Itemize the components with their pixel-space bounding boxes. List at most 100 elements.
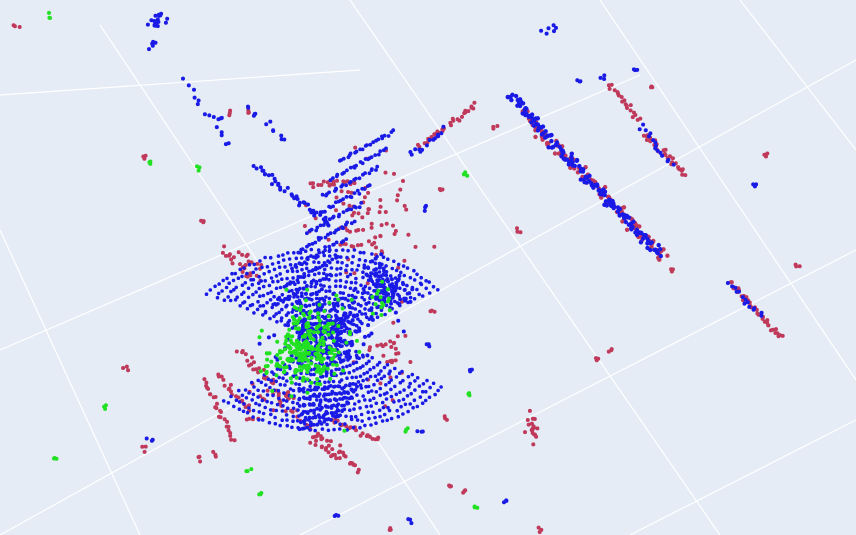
blue-point	[242, 290, 246, 295]
blue-point	[623, 219, 628, 225]
blue-point	[387, 380, 392, 385]
blue-point	[285, 276, 289, 281]
red-point	[393, 229, 398, 233]
red-point	[245, 358, 250, 363]
blue-point	[467, 368, 472, 372]
blue-point	[226, 401, 231, 405]
blue-point	[310, 242, 315, 246]
blue-point	[387, 283, 392, 288]
blue-point	[549, 138, 554, 144]
red-point	[319, 183, 324, 187]
blue-point	[257, 410, 262, 414]
blue-point	[221, 278, 225, 283]
blue-point	[286, 311, 291, 315]
blue-point	[270, 262, 275, 266]
blue-point	[352, 407, 356, 411]
blue-point	[523, 112, 528, 118]
blue-point	[165, 16, 170, 21]
red-point	[222, 417, 227, 422]
blue-point	[518, 99, 524, 104]
red-point	[359, 242, 364, 247]
blue-point	[309, 284, 313, 289]
blue-point	[337, 391, 342, 395]
blue-point	[369, 314, 374, 319]
blue-point	[303, 249, 308, 253]
blue-point	[242, 266, 246, 270]
blue-point	[357, 205, 362, 210]
red-point	[661, 247, 666, 252]
blue-point	[366, 266, 371, 270]
blue-point	[394, 268, 399, 273]
blue-point	[390, 295, 395, 300]
green-point	[289, 380, 294, 385]
red-point	[350, 213, 355, 218]
green-point	[147, 160, 152, 165]
blue-point	[281, 258, 286, 262]
green-point	[316, 330, 321, 335]
red-point	[377, 210, 382, 215]
blue-point	[252, 262, 257, 267]
blue-point	[259, 279, 264, 283]
blue-point	[213, 284, 217, 289]
green-point	[308, 336, 313, 341]
red-point	[536, 525, 541, 530]
blue-point	[641, 122, 646, 127]
blue-point	[372, 396, 376, 401]
blue-point	[284, 413, 289, 417]
blue-point	[323, 302, 327, 306]
blue-point	[354, 281, 358, 285]
blue-point	[155, 24, 160, 29]
blue-point	[327, 190, 331, 195]
green-point	[284, 287, 289, 292]
green-point	[297, 344, 302, 349]
blue-point	[245, 410, 250, 415]
blue-point	[339, 371, 344, 376]
green-point	[285, 343, 290, 348]
blue-point	[343, 422, 347, 426]
green-point	[321, 356, 326, 361]
blue-point	[326, 428, 331, 433]
blue-point	[304, 266, 309, 271]
blue-point	[360, 161, 365, 166]
blue-point	[266, 291, 270, 296]
blue-point	[410, 372, 415, 377]
blue-point	[427, 138, 432, 142]
red-point	[398, 187, 403, 192]
blue-point	[250, 398, 254, 402]
blue-point	[358, 374, 363, 379]
blue-point	[257, 286, 262, 291]
blue-point	[401, 282, 406, 287]
red-point	[432, 244, 437, 249]
blue-point	[274, 286, 279, 291]
blue-point	[354, 375, 359, 380]
blue-point	[317, 271, 321, 276]
red-point	[370, 242, 375, 247]
red-point	[343, 242, 348, 247]
green-point	[275, 339, 280, 344]
blue-point	[290, 269, 295, 274]
blue-point	[283, 323, 288, 327]
blue-point	[363, 312, 368, 316]
blue-point	[544, 134, 550, 139]
red-point	[378, 198, 383, 202]
blue-point	[370, 252, 374, 256]
blue-point	[368, 274, 373, 279]
red-point	[246, 110, 251, 115]
blue-point	[375, 278, 380, 283]
green-point	[370, 311, 375, 316]
blue-point	[246, 295, 251, 300]
blue-point	[334, 240, 339, 245]
blue-point	[280, 307, 284, 312]
blue-point	[355, 384, 359, 389]
blue-point	[331, 204, 335, 209]
red-point	[530, 416, 535, 421]
red-point	[378, 381, 383, 386]
red-point	[257, 366, 262, 371]
blue-point	[366, 291, 370, 295]
red-point	[663, 153, 668, 157]
blue-point	[370, 317, 375, 322]
blue-point	[219, 133, 224, 138]
green-point-series	[47, 10, 480, 510]
